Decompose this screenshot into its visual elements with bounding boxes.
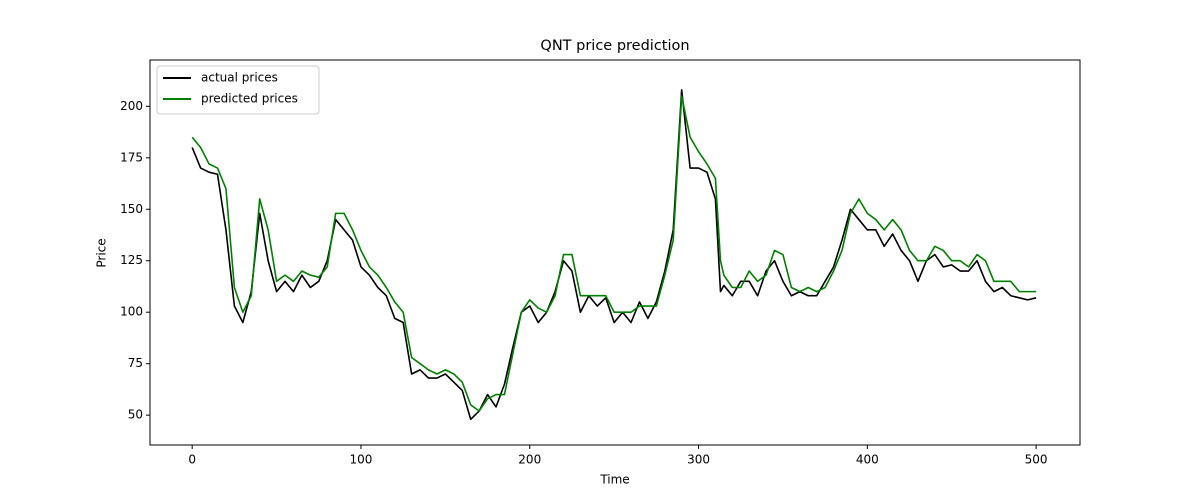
legend-label: predicted prices	[201, 92, 298, 106]
y-tick-label: 150	[120, 202, 143, 216]
y-tick-label: 50	[128, 408, 143, 422]
x-axis-label: Time	[599, 473, 629, 487]
series-line	[191, 89, 1037, 421]
x-tick-label: 200	[518, 453, 541, 467]
y-axis-label: Price	[95, 238, 109, 267]
series-line	[191, 95, 1037, 412]
legend-label: actual prices	[201, 71, 278, 85]
y-tick-label: 175	[120, 150, 143, 164]
x-tick-label: 400	[856, 453, 879, 467]
plot-frame	[149, 59, 1081, 446]
chart-title: QNT price prediction	[540, 38, 689, 54]
x-tick-label: 500	[1025, 453, 1048, 467]
y-tick-label: 75	[128, 356, 143, 370]
legend-box	[156, 65, 320, 115]
x-tick-label: 100	[350, 453, 373, 467]
y-tick-label: 200	[120, 99, 143, 113]
x-tick-label: 300	[687, 453, 710, 467]
x-tick-label: 0	[188, 453, 196, 467]
y-tick-label: 100	[120, 305, 143, 319]
y-tick-label: 125	[120, 253, 143, 267]
